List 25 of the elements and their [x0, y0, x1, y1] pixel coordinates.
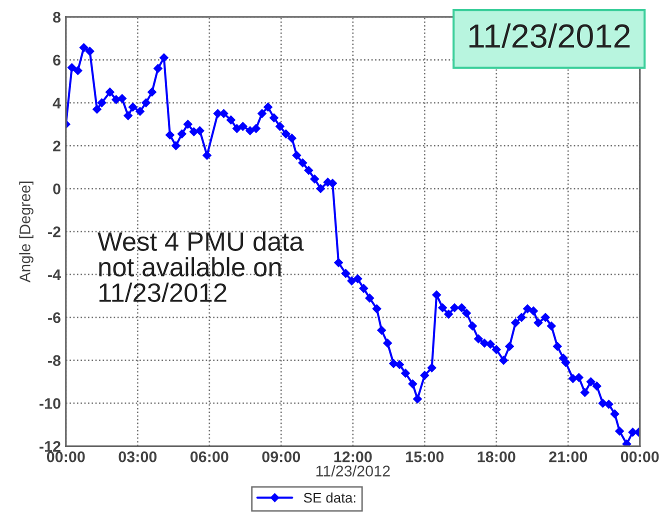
x-tick-label: 03:00 [118, 451, 157, 462]
x-tick-label: 06:00 [190, 451, 228, 462]
y-tick-label: -12 [40, 441, 60, 452]
annotation: West 4 PMU data not available on 11/23/2012 [98, 232, 304, 302]
x-tick-label: 00:00 [620, 451, 659, 462]
x-tick-label: 09:00 [262, 451, 300, 462]
y-axis-title: Angle [Degree] [19, 182, 34, 282]
x-tick-label: 15:00 [406, 451, 444, 462]
y-tick-label: 4 [52, 98, 61, 108]
x-tick-label: 21:00 [549, 451, 588, 462]
y-tick-label: -4 [48, 270, 61, 280]
x-tick-label: 00:00 [46, 451, 85, 462]
y-tick-label: -6 [48, 312, 60, 324]
y-tick-label: 6 [53, 54, 60, 66]
y-tick-label: 0 [53, 184, 60, 194]
y-tick-label: -10 [40, 398, 60, 409]
y-tick-label: -8 [48, 355, 61, 366]
y-tick-label: 2 [53, 140, 60, 152]
x-axis-title: 11/23/2012 [316, 465, 390, 476]
y-tick-label: 8 [53, 12, 61, 23]
legend-label: SE data: [304, 492, 356, 503]
y-tick-label: -2 [48, 226, 60, 238]
annotation: 11/23/2012 [469, 23, 630, 48]
x-tick-label: 18:00 [478, 451, 516, 462]
x-tick-label: 12:00 [334, 451, 372, 462]
